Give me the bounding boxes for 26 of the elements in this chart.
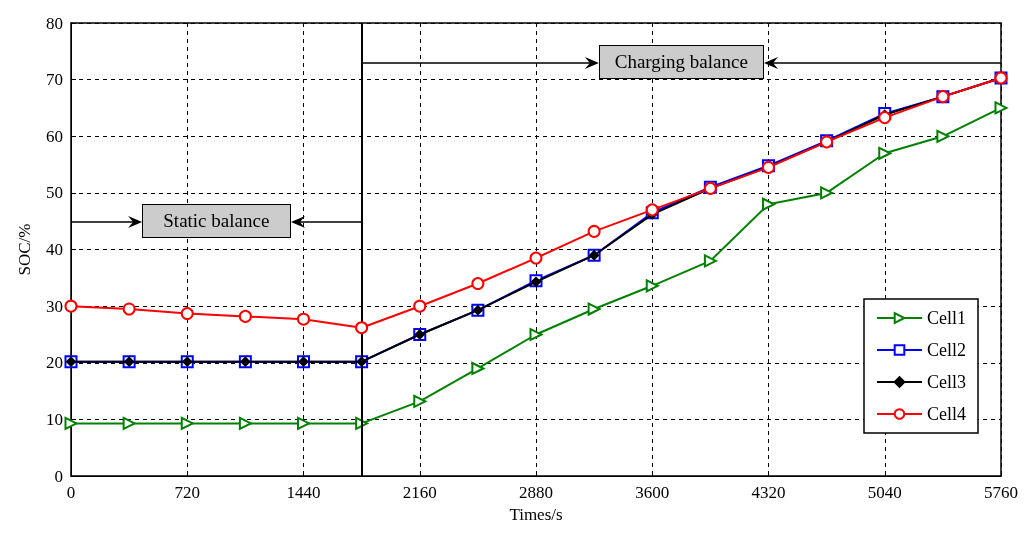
y-tick-label: 60 — [46, 126, 63, 146]
legend-label: Cell1 — [927, 308, 966, 328]
x-tick-label: 5760 — [984, 483, 1018, 503]
x-tick-label: 1440 — [286, 483, 321, 503]
x-tick-label: 5040 — [867, 483, 902, 503]
y-tick-label: 30 — [46, 296, 63, 316]
y-tick-label: 50 — [46, 183, 63, 203]
legend-label: Cell3 — [927, 372, 966, 392]
y-tick-label: 10 — [46, 409, 63, 429]
y-tick-label: 20 — [46, 353, 63, 373]
x-tick-label: 2880 — [519, 483, 553, 503]
y-axis-title: SOC/% — [15, 223, 34, 276]
x-tick-label: 720 — [174, 483, 200, 503]
annotation: Charging balance — [598, 44, 765, 79]
y-tick-label: 70 — [46, 70, 63, 90]
y-tick-label: 80 — [46, 13, 63, 33]
x-tick-label: 4320 — [751, 483, 786, 503]
x-axis-title: Times/s — [509, 505, 563, 524]
annotation: Static balance — [142, 204, 291, 239]
y-tick-label: 0 — [54, 466, 63, 486]
x-tick-label: 0 — [66, 483, 76, 503]
legend-label: Cell2 — [927, 340, 966, 360]
legend-label: Cell4 — [927, 404, 966, 424]
y-tick-label: 40 — [46, 240, 63, 260]
x-tick-label: 2160 — [402, 483, 437, 503]
x-tick-label: 3600 — [635, 483, 670, 503]
